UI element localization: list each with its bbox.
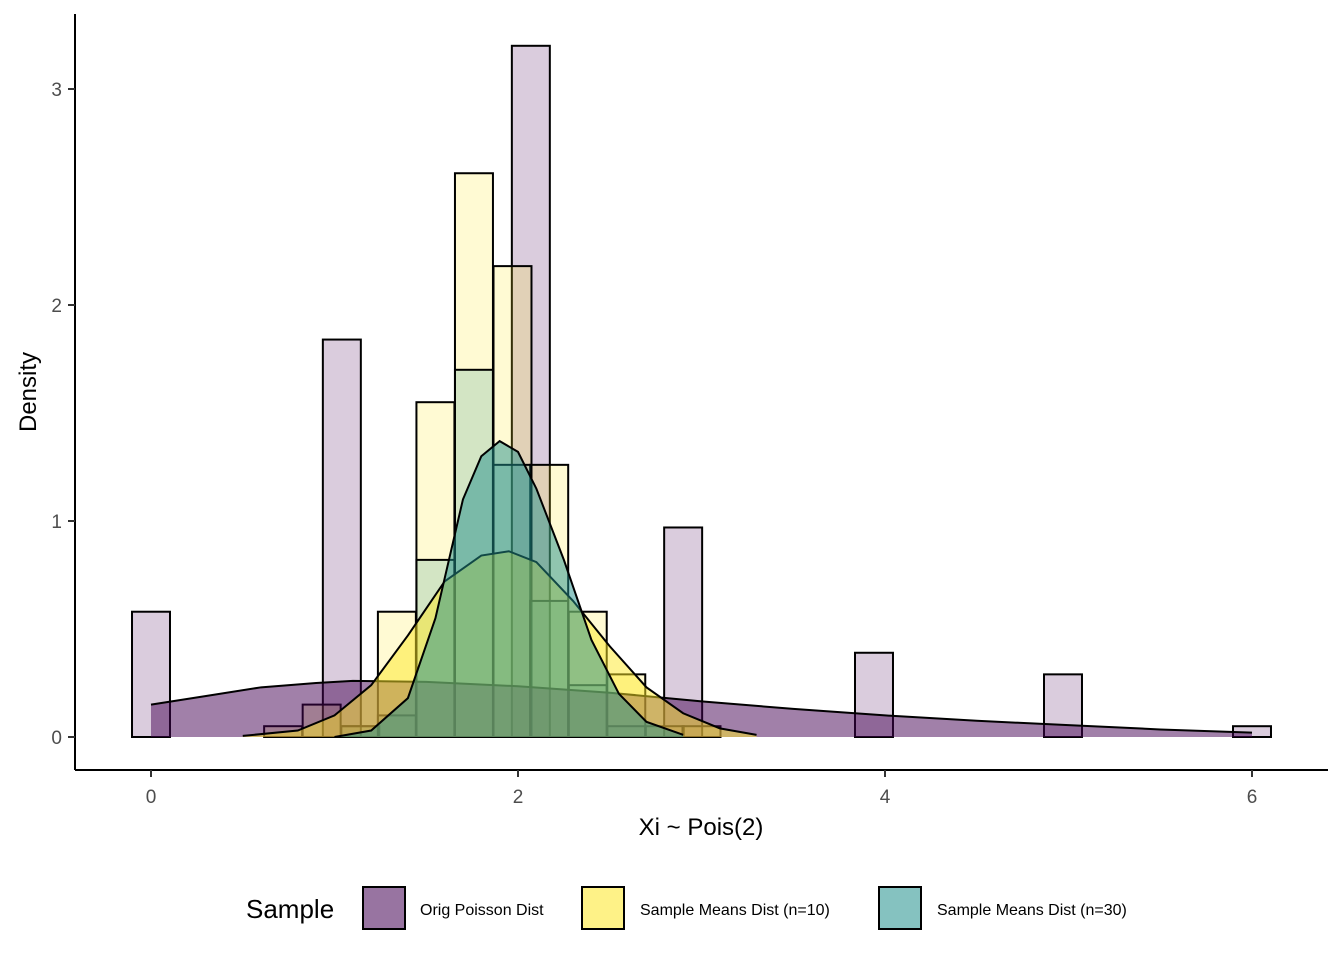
legend-label-means-n30: Sample Means Dist (n=30) [937, 902, 1127, 919]
histogram-bars [131, 44, 1272, 739]
legend-key-means-n30 [878, 886, 922, 930]
x-tick-label: 4 [880, 787, 891, 808]
legend-key-orig-poisson [362, 886, 406, 930]
y-axis-title: Density [15, 352, 42, 432]
legend: Sample Orig Poisson Dist Sample Means Di… [246, 886, 1127, 930]
density-area-means-n30 [334, 441, 684, 737]
y-tick-label: 2 [51, 296, 62, 317]
legend-key-means-n10 [581, 886, 625, 930]
x-axis-title: Xi ~ Pois(2) [639, 814, 764, 841]
density-curves [150, 439, 1253, 738]
x-tick-label: 2 [513, 787, 524, 808]
y-tick-label: 0 [51, 728, 62, 749]
density-line-means-n30 [334, 439, 684, 738]
axes [74, 14, 1328, 771]
axis-ticks: 0 2 4 6 0 1 2 3 [51, 80, 1257, 808]
x-tick-label: 0 [146, 787, 157, 808]
legend-label-means-n10: Sample Means Dist (n=10) [640, 902, 830, 919]
x-tick-label: 6 [1247, 787, 1258, 808]
y-tick-label: 1 [51, 512, 62, 533]
legend-title: Sample [246, 894, 334, 924]
legend-label-orig-poisson: Orig Poisson Dist [420, 902, 544, 919]
bar-orig-poisson-1 [321, 338, 362, 738]
y-tick-label: 3 [51, 80, 62, 101]
